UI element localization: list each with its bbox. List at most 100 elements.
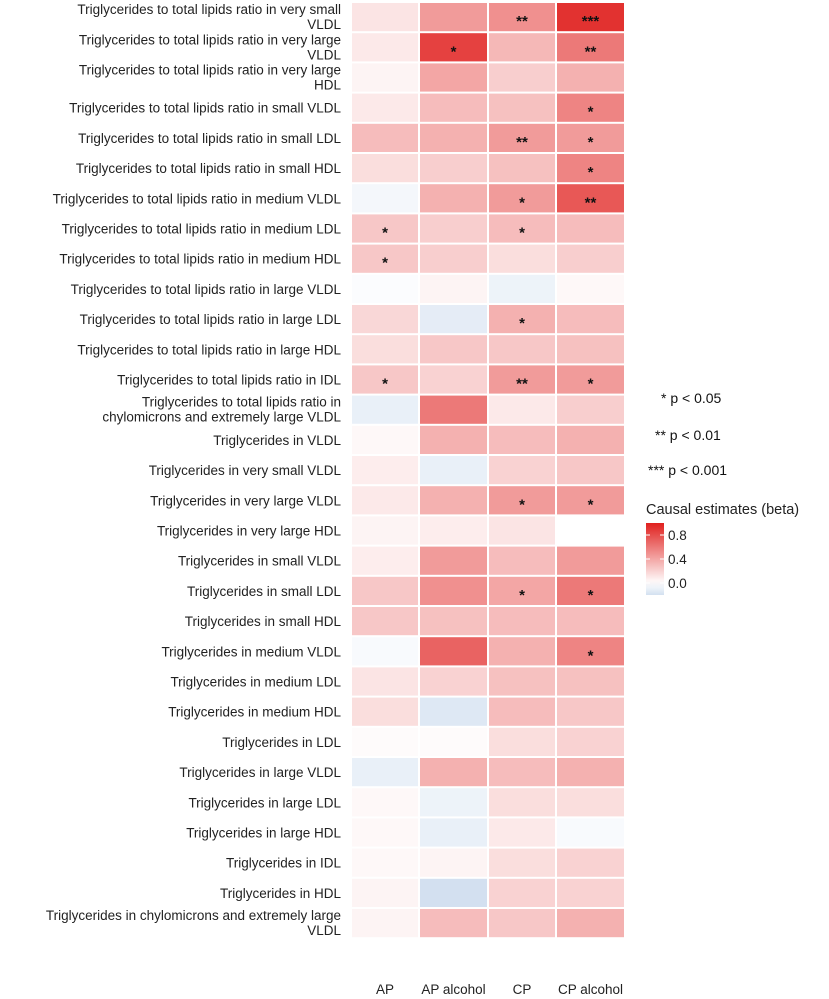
- row-label-line: Triglycerides to total lipids ratio in s…: [76, 161, 342, 176]
- star-7-0: *: [382, 225, 388, 242]
- cell-18-2: [489, 546, 555, 575]
- cell-27-3: [557, 818, 624, 847]
- row-label-8: Triglycerides to total lipids ratio in m…: [59, 252, 341, 267]
- row-label-line: HDL: [314, 78, 341, 93]
- cell-13-1: [420, 395, 487, 424]
- star-1-1: *: [451, 43, 457, 60]
- cell-21-0: [352, 637, 418, 666]
- cell-30-2: [489, 909, 555, 938]
- cell-18-1: [420, 546, 487, 575]
- row-label-0: Triglycerides to total lipids ratio in v…: [77, 2, 341, 32]
- legend: * p < 0.05 ** p < 0.01 *** p < 0.001 Cau…: [646, 390, 799, 595]
- cell-18-3: [557, 546, 624, 575]
- cell-13-3: [557, 395, 624, 424]
- cell-13-2: [489, 395, 555, 424]
- cell-21-2: [489, 637, 555, 666]
- cell-2-2: [489, 63, 555, 92]
- row-label-line: VLDL: [307, 17, 341, 32]
- row-label-line: Triglycerides to total lipids ratio in I…: [117, 373, 341, 388]
- cell-3-1: [420, 93, 487, 122]
- row-label-line: Triglycerides to total lipids ratio in s…: [69, 101, 341, 116]
- cell-18-0: [352, 546, 418, 575]
- cell-23-1: [420, 697, 487, 726]
- row-label-line: Triglycerides in small LDL: [187, 584, 342, 599]
- row-label-line: Triglycerides in large VLDL: [179, 765, 341, 780]
- cell-5-3: [557, 154, 624, 183]
- row-label-line: Triglycerides in LDL: [222, 735, 341, 750]
- star-16-2: *: [519, 496, 525, 513]
- cell-23-3: [557, 697, 624, 726]
- cell-0-3: [557, 3, 624, 32]
- row-label-29: Triglycerides in HDL: [220, 886, 342, 901]
- cell-29-2: [489, 878, 555, 907]
- column-label-2: CP: [513, 982, 532, 997]
- row-label-24: Triglycerides in LDL: [222, 735, 341, 750]
- row-label-line: Triglycerides in chylomicrons and extrem…: [46, 908, 341, 923]
- cell-1-1: [420, 33, 487, 62]
- row-label-21: Triglycerides in medium VLDL: [161, 644, 341, 659]
- tick-label-0: 0.8: [668, 528, 687, 543]
- row-label-line: Triglycerides in medium HDL: [168, 705, 341, 720]
- cell-30-0: [352, 909, 418, 938]
- row-label-26: Triglycerides in large LDL: [188, 795, 341, 810]
- cell-5-0: [352, 154, 418, 183]
- cell-7-1: [420, 214, 487, 243]
- cell-10-3: [557, 305, 624, 334]
- star-12-3: *: [588, 376, 594, 393]
- cell-14-1: [420, 425, 487, 454]
- cell-25-1: [420, 758, 487, 787]
- row-label-17: Triglycerides in very large HDL: [157, 524, 342, 539]
- row-label-11: Triglycerides to total lipids ratio in l…: [77, 342, 341, 357]
- row-label-line: Triglycerides in very small VLDL: [149, 463, 342, 478]
- row-label-25: Triglycerides in large VLDL: [179, 765, 341, 780]
- cell-12-2: [489, 365, 555, 394]
- cell-6-0: [352, 184, 418, 213]
- row-label-2: Triglycerides to total lipids ratio in v…: [79, 63, 342, 93]
- row-label-line: Triglycerides in very large VLDL: [150, 493, 341, 508]
- cell-25-2: [489, 758, 555, 787]
- cell-6-3: [557, 184, 624, 213]
- cell-14-2: [489, 425, 555, 454]
- row-label-line: Triglycerides in medium VLDL: [161, 644, 341, 659]
- star-12-2: **: [516, 376, 528, 393]
- row-label-1: Triglycerides to total lipids ratio in v…: [79, 32, 342, 62]
- cell-3-2: [489, 93, 555, 122]
- cell-9-3: [557, 274, 624, 303]
- row-label-line: Triglycerides in HDL: [220, 886, 342, 901]
- cell-2-3: [557, 63, 624, 92]
- cell-14-3: [557, 425, 624, 454]
- star-7-2: *: [519, 225, 525, 242]
- cell-11-1: [420, 335, 487, 364]
- row-label-line: Triglycerides to total lipids ratio in v…: [79, 63, 341, 78]
- cell-16-1: [420, 486, 487, 515]
- row-label-line: Triglycerides to total lipids ratio in: [142, 395, 341, 410]
- cell-29-3: [557, 878, 624, 907]
- row-label-line: Triglycerides in medium LDL: [170, 675, 341, 690]
- cell-24-3: [557, 727, 624, 756]
- row-label-9: Triglycerides to total lipids ratio in l…: [71, 282, 342, 297]
- cell-27-0: [352, 818, 418, 847]
- cell-28-0: [352, 848, 418, 877]
- legend-sig-1: ** p < 0.01: [655, 427, 721, 443]
- star-21-3: *: [588, 647, 594, 664]
- column-label-1: AP alcohol: [421, 982, 485, 997]
- row-label-line: Triglycerides in IDL: [226, 856, 342, 871]
- star-19-2: *: [519, 587, 525, 604]
- cell-20-1: [420, 607, 487, 636]
- cell-7-2: [489, 214, 555, 243]
- row-label-line: Triglycerides to total lipids ratio in l…: [80, 312, 342, 327]
- star-1-3: **: [585, 43, 597, 60]
- row-label-line: Triglycerides to total lipids ratio in v…: [77, 2, 341, 17]
- cell-16-0: [352, 486, 418, 515]
- cell-17-1: [420, 516, 487, 545]
- cell-8-3: [557, 244, 624, 273]
- star-6-3: **: [585, 194, 597, 211]
- cell-19-2: [489, 576, 555, 605]
- cell-19-1: [420, 576, 487, 605]
- cell-22-2: [489, 667, 555, 696]
- cell-16-2: [489, 486, 555, 515]
- row-label-16: Triglycerides in very large VLDL: [150, 493, 341, 508]
- row-label-line: chylomicrons and extremely large VLDL: [102, 410, 341, 425]
- cell-27-1: [420, 818, 487, 847]
- cell-14-0: [352, 425, 418, 454]
